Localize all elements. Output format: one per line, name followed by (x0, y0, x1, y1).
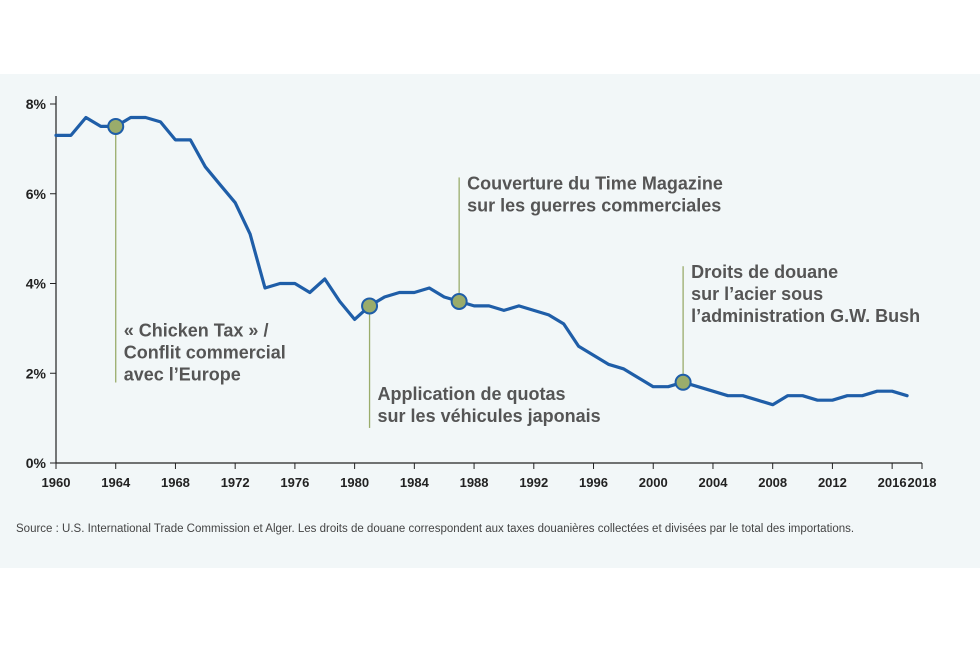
source-note: Source : U.S. International Trade Commis… (16, 523, 854, 535)
annotation-text: Couverture du Time Magazine (467, 173, 723, 193)
y-tick-label: 0% (26, 455, 47, 471)
chart-panel: 0% 2% 4% 6% 8% 1960 1964 1968 1972 1976 1980 1984 19… (0, 74, 980, 568)
axes: 0% 2% 4% 6% 8% 1960 1964 1968 1972 1976 1980 1984 19… (26, 96, 937, 490)
x-tick-label: 1972 (221, 475, 250, 490)
x-tick-label: 1976 (280, 475, 309, 490)
x-tick-label: 2018 (908, 475, 937, 490)
x-tick-label: 1968 (161, 475, 190, 490)
annotation-text: Droits de douane (691, 262, 838, 282)
annotation-text: l’administration G.W. Bush (691, 306, 920, 326)
x-tick-label: 2016 (878, 475, 907, 490)
y-tick-label: 6% (26, 186, 47, 202)
x-tick-label: 1964 (101, 475, 131, 490)
annotation-text: sur les véhicules japonais (378, 406, 601, 426)
annotation-marker (674, 373, 692, 391)
annotation-text: sur l’acier sous (691, 284, 823, 304)
x-tick-label: 1960 (42, 475, 71, 490)
annotation-marker (107, 117, 125, 135)
x-tick-label: 1984 (400, 475, 430, 490)
x-tick-label: 1996 (579, 475, 608, 490)
annotations: « Chicken Tax » /Conflit commercialavec … (107, 117, 920, 428)
annotation-text: Conflit commercial (124, 342, 286, 362)
x-tick-label: 1988 (460, 475, 489, 490)
annotation-marker (361, 297, 379, 315)
annotation-text: Application de quotas (378, 384, 566, 404)
annotation-text: sur les guerres commerciales (467, 195, 721, 215)
series (54, 115, 909, 407)
annotation-marker (450, 292, 468, 310)
y-tick-label: 8% (26, 96, 47, 112)
y-tick-label: 4% (26, 276, 47, 292)
x-tick-label: 2012 (818, 475, 847, 490)
tariff-line-chart: 0% 2% 4% 6% 8% 1960 1964 1968 1972 1976 1980 1984 19… (16, 96, 937, 535)
annotation-text: « Chicken Tax » / (124, 320, 269, 340)
x-tick-label: 1992 (519, 475, 548, 490)
x-tick-label: 2008 (758, 475, 787, 490)
annotation-0: « Chicken Tax » /Conflit commercialavec … (107, 117, 286, 384)
x-tick-label: 1980 (340, 475, 369, 490)
x-tick-label: 2004 (699, 475, 729, 490)
x-tick-label: 2000 (639, 475, 668, 490)
annotation-text: avec l’Europe (124, 364, 241, 384)
tariff-rate-line (54, 115, 909, 407)
y-tick-label: 2% (26, 365, 47, 381)
